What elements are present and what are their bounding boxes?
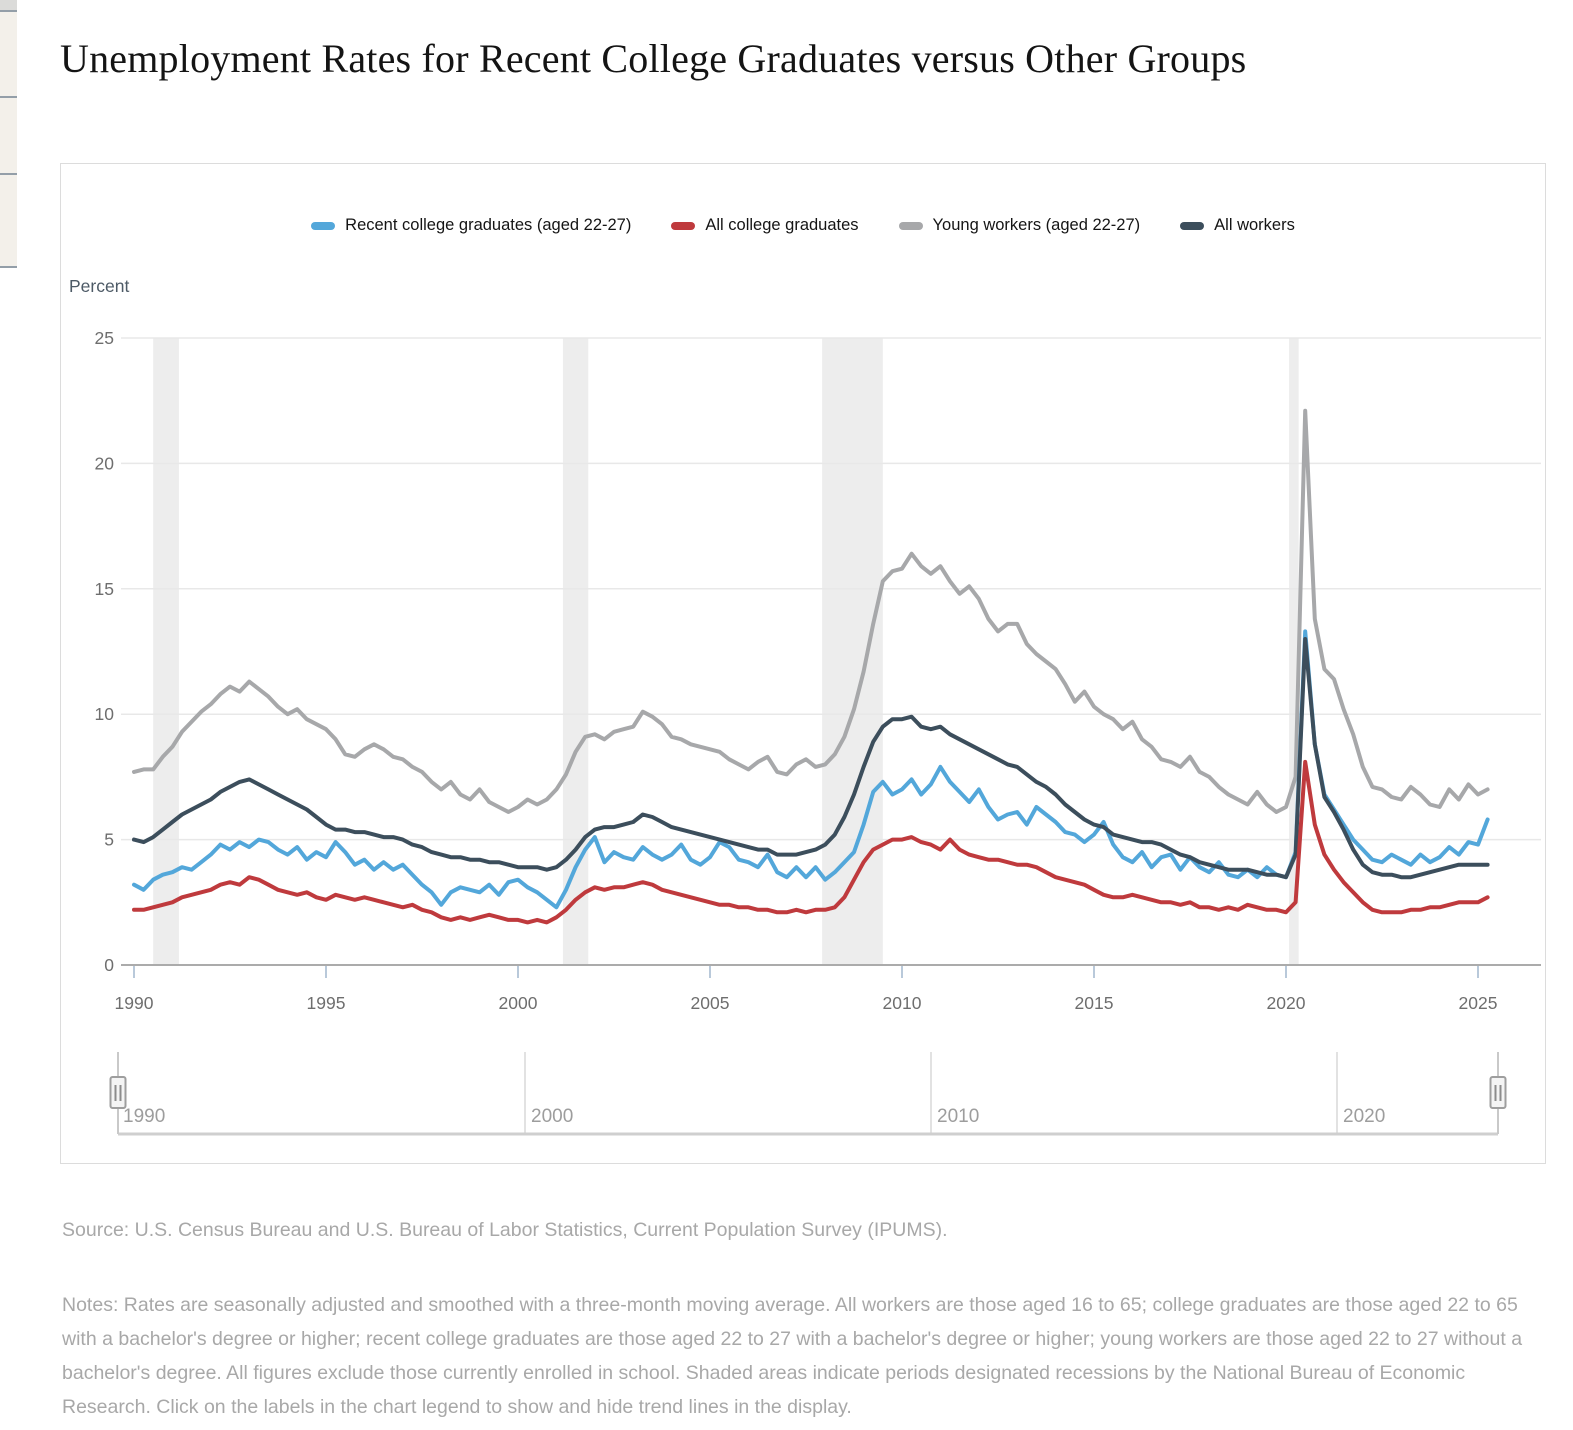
- left-edge-panel-strip: [0, 0, 17, 268]
- chart-panel: Recent college graduates (aged 22-27) All…: [60, 163, 1546, 1164]
- notes-text: Notes: Rates are seasonally adjusted and…: [62, 1294, 1523, 1418]
- source-text: Source: U.S. Census Bureau and U.S. Bure…: [62, 1219, 948, 1241]
- series-line-young-workers-aged-22-27-: [132, 408, 1490, 814]
- legend-swatch: [898, 221, 923, 230]
- series-line-all-workers: [132, 637, 1490, 880]
- x-axis-tick-label: 2000: [499, 993, 538, 1013]
- x-axis-tick-label: 1995: [307, 993, 346, 1013]
- left-strip-cap: [0, 0, 17, 10]
- y-axis-title: Percent: [69, 276, 130, 296]
- navigator-left-handle[interactable]: [109, 1076, 127, 1109]
- page-title: Unemployment Rates for Recent College Gr…: [60, 35, 1247, 81]
- y-axis-tick-label: 10: [95, 704, 115, 724]
- chart-legend: Recent college graduates (aged 22-27) All…: [61, 216, 1545, 235]
- legend-label: Recent college graduates (aged 22-27): [345, 216, 632, 234]
- y-axis-tick-label: 20: [95, 453, 115, 473]
- x-axis-tick-label: 2010: [883, 993, 922, 1013]
- y-axis-tick-label: 5: [104, 830, 114, 850]
- navigator-label-2010: 2010: [937, 1106, 979, 1127]
- y-axis-tick-label: 25: [95, 328, 114, 348]
- legend-label: Young workers (aged 22-27): [932, 216, 1141, 234]
- x-axis-tick-label: 2015: [1075, 993, 1114, 1013]
- legend-item-recent-college-graduates-aged-22-27-[interactable]: Recent college graduates (aged 22-27): [311, 216, 631, 235]
- recession-band: [822, 338, 883, 965]
- y-axis-tick-label: 15: [95, 579, 114, 599]
- y-axis-tick-label: 0: [104, 955, 114, 975]
- recession-band: [1289, 338, 1299, 965]
- recession-band: [153, 338, 179, 965]
- series-line-all-college-graduates: [132, 759, 1490, 925]
- legend-label: All workers: [1214, 216, 1295, 234]
- left-strip-divider: [0, 173, 17, 175]
- legend-swatch: [311, 221, 336, 230]
- left-strip-divider: [0, 96, 17, 98]
- series-line-recent-college-graduates-aged-22-27-: [132, 629, 1490, 910]
- legend-item-all-workers[interactable]: All workers: [1180, 216, 1295, 235]
- legend-swatch: [1180, 221, 1205, 230]
- x-axis-tick-label: 2005: [691, 993, 730, 1013]
- legend-label: All college graduates: [705, 216, 859, 234]
- left-strip-divider: [0, 266, 17, 268]
- navigator-label-1990: 1990: [123, 1106, 165, 1127]
- left-strip-divider: [0, 10, 17, 12]
- legend-item-all-college-graduates[interactable]: All college graduates: [671, 216, 859, 235]
- x-axis-tick-label: 2025: [1459, 993, 1498, 1013]
- x-axis-tick-label: 1990: [115, 993, 154, 1013]
- legend-swatch: [671, 221, 696, 230]
- navigator-right-handle[interactable]: [1489, 1076, 1507, 1109]
- x-axis-tick-label: 2020: [1267, 993, 1306, 1013]
- legend-item-young-workers-aged-22-27-[interactable]: Young workers (aged 22-27): [898, 216, 1141, 235]
- navigator-label-2020: 2020: [1343, 1106, 1385, 1127]
- navigator-label-2000: 2000: [531, 1106, 573, 1127]
